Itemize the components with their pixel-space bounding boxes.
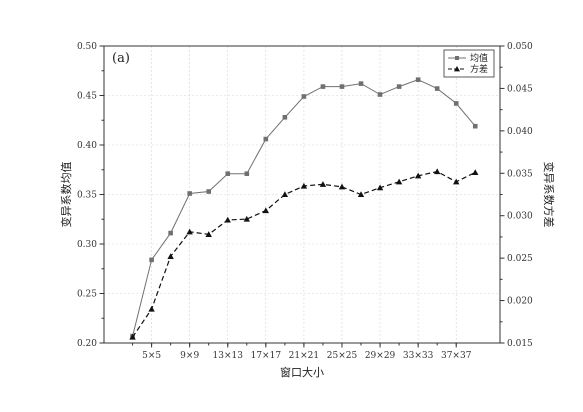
y-tick-label: 0.40 bbox=[77, 141, 97, 151]
x-tick-label: 5×5 bbox=[142, 351, 161, 361]
legend-label: 方差 bbox=[470, 63, 488, 75]
y-tick-label: 0.20 bbox=[77, 339, 97, 349]
x-tick-label: 29×29 bbox=[365, 351, 396, 361]
y-tick-label: 0.25 bbox=[77, 290, 97, 300]
y-tick-label: 0.50 bbox=[77, 42, 97, 52]
y-tick-label: 0.35 bbox=[77, 191, 97, 201]
y-tick-label: 0.30 bbox=[77, 240, 97, 250]
x-tick-label: 25×25 bbox=[327, 351, 358, 361]
y2-tick-label: 0.050 bbox=[507, 42, 533, 52]
variance-point bbox=[434, 168, 440, 174]
variance-point bbox=[263, 207, 269, 213]
y2-tick-label: 0.040 bbox=[507, 127, 533, 137]
variance-point bbox=[472, 169, 478, 175]
mean-point bbox=[244, 171, 249, 176]
mean-point bbox=[321, 84, 326, 89]
mean-point bbox=[283, 115, 288, 120]
series bbox=[129, 77, 478, 339]
x-tick-label: 21×21 bbox=[289, 351, 319, 361]
mean-point bbox=[378, 92, 383, 97]
variance-point bbox=[282, 191, 288, 197]
axes bbox=[100, 46, 505, 348]
mean-point bbox=[206, 189, 211, 194]
y2-tick-label: 0.035 bbox=[507, 169, 533, 179]
x-axis-title: 窗口大小 bbox=[280, 365, 324, 379]
mean-point bbox=[225, 171, 230, 176]
variance-point bbox=[148, 306, 154, 312]
mean-point bbox=[302, 94, 307, 99]
y2-tick-label: 0.015 bbox=[507, 339, 533, 349]
x-tick-label: 9×9 bbox=[180, 351, 199, 361]
x-tick-label: 13×13 bbox=[213, 351, 244, 361]
variance-point bbox=[339, 184, 345, 190]
variance-point bbox=[167, 253, 173, 259]
mean-point bbox=[473, 124, 478, 129]
legend-label: 均值 bbox=[470, 52, 488, 64]
y2-tick-label: 0.045 bbox=[507, 84, 533, 94]
mean-point bbox=[454, 101, 459, 106]
mean-point bbox=[187, 191, 192, 196]
variance-point bbox=[453, 179, 459, 185]
mean-point bbox=[435, 86, 440, 91]
y-axis-title: 变异系数均值 bbox=[59, 162, 73, 228]
mean-point bbox=[359, 81, 364, 86]
legend-marker bbox=[455, 56, 459, 60]
mean-point bbox=[397, 84, 402, 89]
labels: 5×5 9×9 13×13 17×17 21×21 25×25 29×29 33×33 37×3… bbox=[59, 42, 556, 379]
y-tick-label: 0.45 bbox=[77, 92, 97, 102]
x-tick-label: 17×17 bbox=[251, 351, 282, 361]
y2-tick-label: 0.030 bbox=[507, 212, 533, 222]
variance-point bbox=[225, 217, 231, 223]
y2-tick-label: 0.020 bbox=[507, 297, 533, 307]
x-tick-label: 37×37 bbox=[441, 351, 472, 361]
x-tick-label: 33×33 bbox=[403, 351, 434, 361]
mean-point bbox=[416, 77, 421, 82]
grid bbox=[104, 46, 500, 343]
mean-point bbox=[149, 258, 154, 263]
panel-label: (a) bbox=[112, 51, 130, 66]
mean-point bbox=[264, 137, 269, 142]
mean-point bbox=[168, 231, 173, 236]
y2-tick-label: 0.025 bbox=[507, 254, 533, 264]
mean-point bbox=[340, 84, 345, 89]
variance-point bbox=[396, 179, 402, 185]
y2-axis-title: 变异系数方差 bbox=[542, 162, 556, 228]
